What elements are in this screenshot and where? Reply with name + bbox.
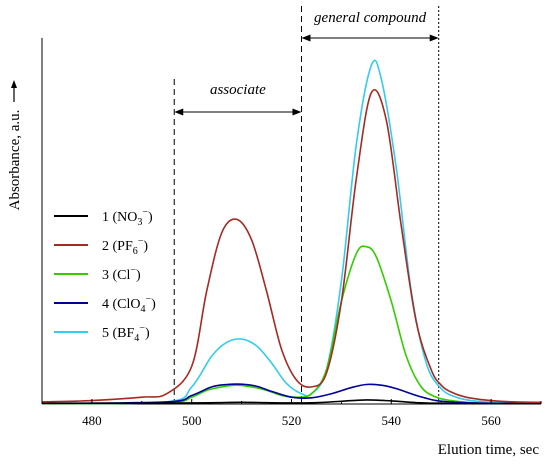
- x-axis-ticks: 480 500 520 540 560: [41, 399, 542, 428]
- legend: 1 (NO3−) 2 (PF6−) 3 (Cl−) 4 (ClO4−) 5 (BF4−): [54, 207, 156, 344]
- series-group: [41, 59, 542, 405]
- annotation-label: general compound: [314, 10, 427, 26]
- x-tick-label: 480: [82, 413, 102, 428]
- series-line-5: [41, 59, 542, 405]
- series-line-1: [41, 399, 541, 405]
- legend-label: 4 (ClO4−): [102, 294, 156, 315]
- x-tick-label: 560: [481, 413, 501, 428]
- x-tick-label: 520: [282, 413, 302, 428]
- y-axis-title-group: Absorbance, a.u.: [7, 80, 23, 210]
- y-axis-arrow-icon: [11, 80, 17, 102]
- x-tick-label: 500: [182, 413, 202, 428]
- annotations: associate general compound: [174, 10, 439, 116]
- annotation-arrow: [301, 34, 439, 42]
- legend-item: 3 (Cl−): [54, 265, 141, 283]
- x-axis-title: Elution time, sec: [438, 442, 540, 458]
- annotation-label: associate: [210, 82, 266, 98]
- legend-label: 2 (PF6−): [102, 236, 148, 257]
- legend-item: 5 (BF4−): [54, 323, 150, 344]
- annotation-arrow: [174, 108, 302, 116]
- legend-item: 4 (ClO4−): [54, 294, 156, 315]
- legend-label: 5 (BF4−): [102, 323, 150, 344]
- x-tick-label: 540: [382, 413, 402, 428]
- series-line-2: [41, 89, 542, 404]
- reference-lines: [173, 6, 440, 404]
- series-line-4: [41, 383, 542, 405]
- legend-item: 1 (NO3−): [54, 207, 153, 228]
- y-axis-title: Absorbance, a.u.: [7, 110, 23, 211]
- legend-item: 2 (PF6−): [54, 236, 148, 257]
- legend-label: 3 (Cl−): [102, 265, 141, 283]
- legend-label: 1 (NO3−): [102, 207, 153, 228]
- series-line-3: [41, 245, 542, 405]
